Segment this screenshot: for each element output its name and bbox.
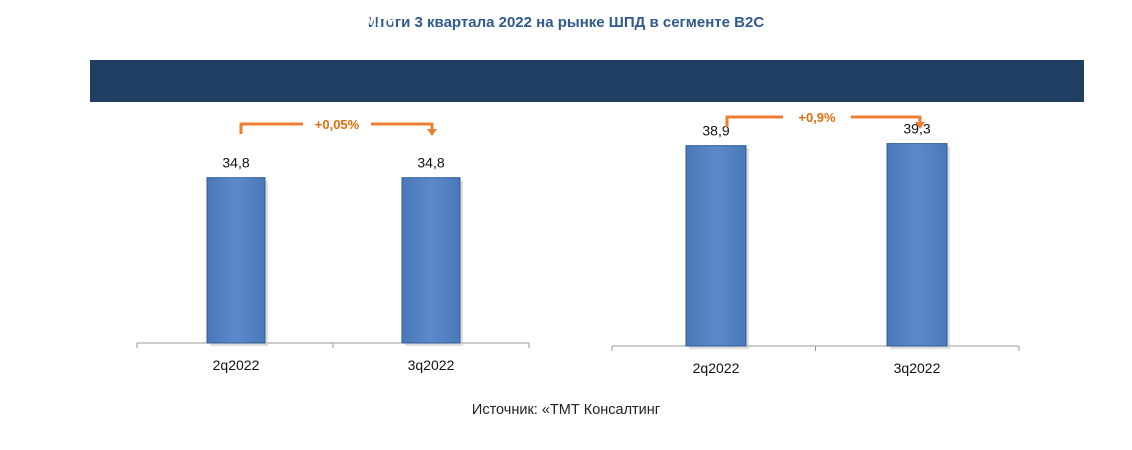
left-change-label: +0,05% xyxy=(315,117,360,132)
right-chart-banner xyxy=(582,60,1084,102)
right-change-label: +0,9% xyxy=(798,110,836,125)
left-bar-value-label: 34,8 xyxy=(417,155,444,171)
right-change-arrow-right xyxy=(851,115,922,123)
left-chart-title: Абоненты, млн xyxy=(275,12,397,29)
right-category-label: 3q2022 xyxy=(894,360,941,376)
left-chart-banner xyxy=(90,60,582,102)
right-change-arrow-left xyxy=(725,115,783,127)
right-chart-title: Доходы, млрд руб. xyxy=(781,12,933,29)
right-category-label: 2q2022 xyxy=(693,360,740,376)
right-bar-value-label: 38,9 xyxy=(702,123,729,139)
chart-title: Итоги 3 квартала 2022 на рынке ШПД в сег… xyxy=(367,14,765,31)
right-bar-2q2022 xyxy=(685,145,747,347)
left-bar-value-label: 34,8 xyxy=(222,155,249,171)
left-change-arrow-right xyxy=(371,122,434,130)
left-change-arrow-left xyxy=(239,122,303,134)
left-bar-3q2022 xyxy=(401,177,461,344)
right-bar-3q2022 xyxy=(886,143,948,347)
left-category-label: 2q2022 xyxy=(213,357,260,373)
left-category-label: 3q2022 xyxy=(408,357,455,373)
left-bar-2q2022 xyxy=(206,177,266,344)
right-bar-value-label: 39,3 xyxy=(903,121,930,137)
source-note: Источник: «ТМТ Консалтинг xyxy=(471,402,661,418)
left-change-arrow-head xyxy=(427,129,437,136)
right-change-arrow-head xyxy=(915,122,925,129)
